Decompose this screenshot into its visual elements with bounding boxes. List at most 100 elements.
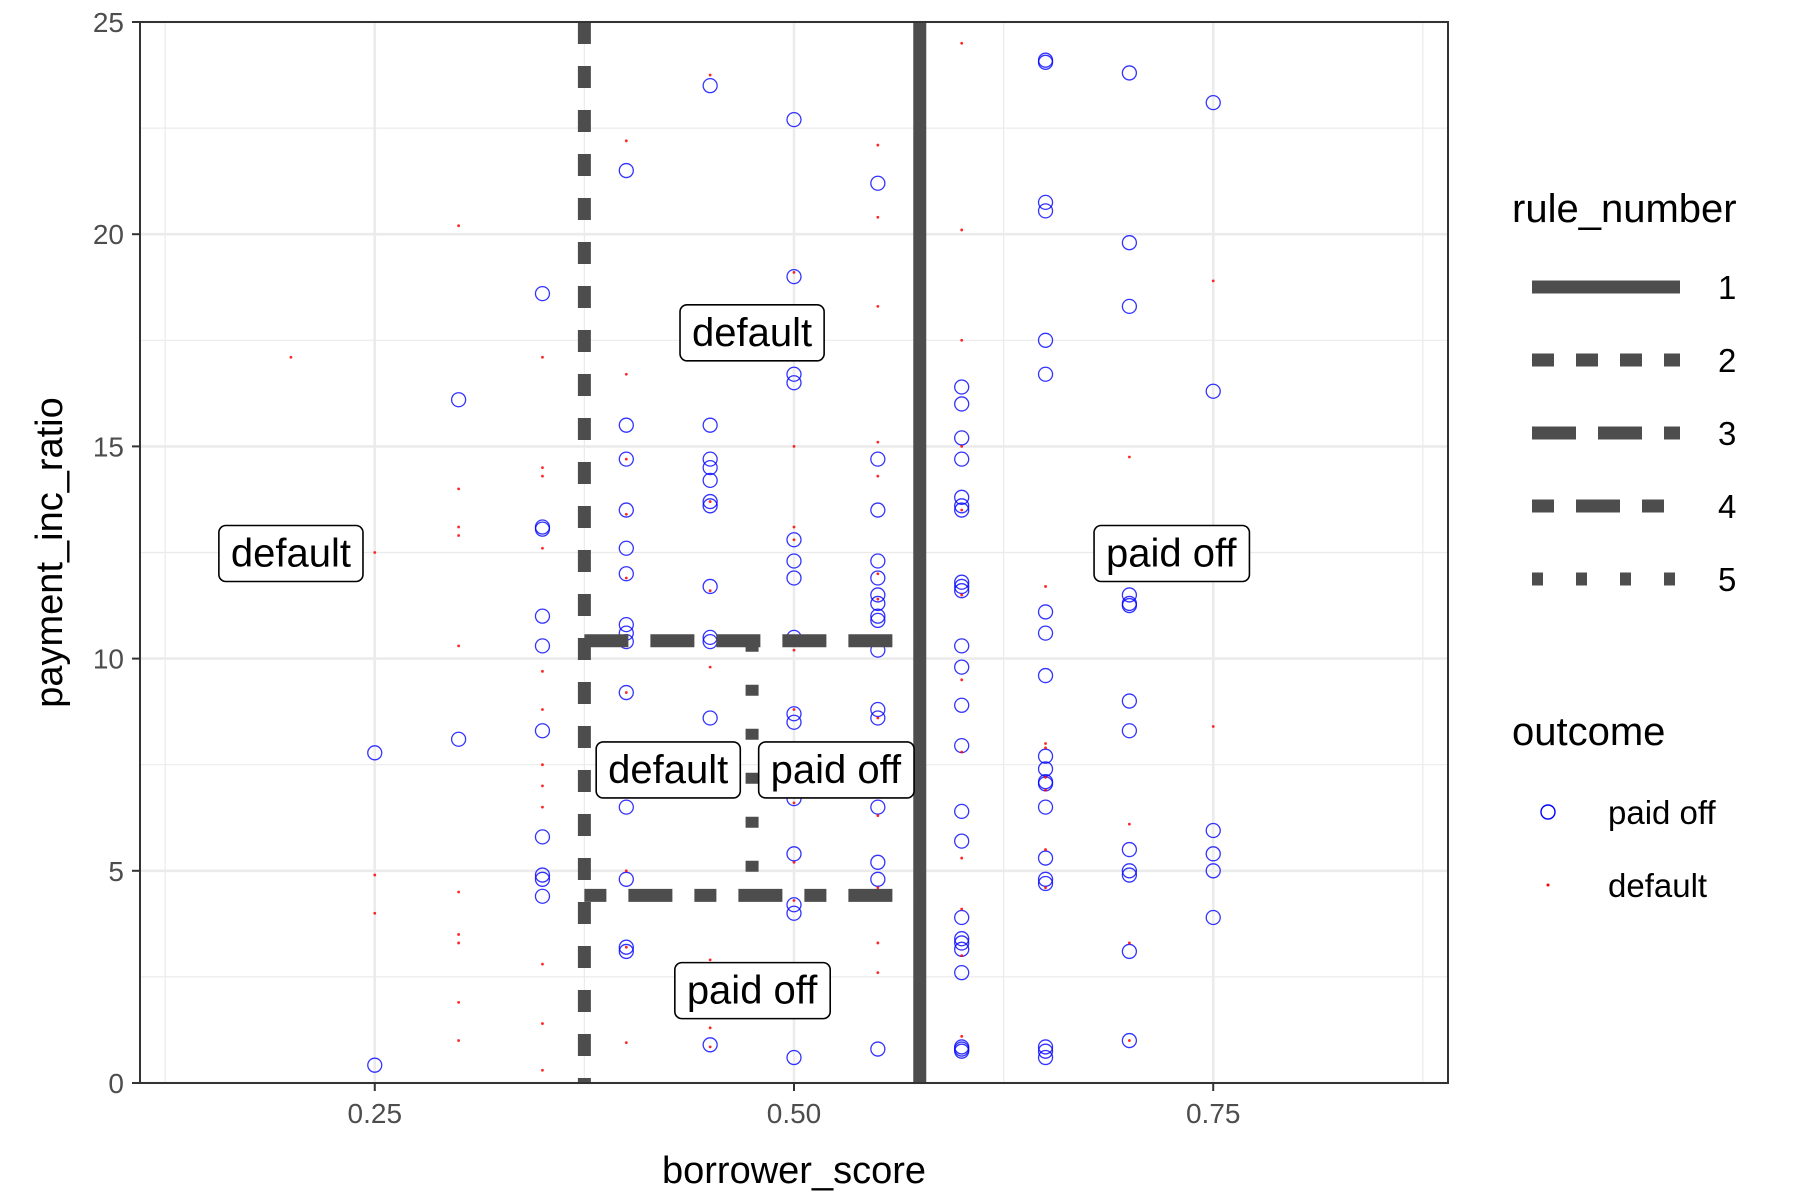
paid-off-point [618, 616, 634, 633]
outcome-legend-label: paid off [1608, 794, 1716, 831]
paid-off-point [1037, 625, 1054, 641]
default-point [1127, 1039, 1131, 1042]
paid-off-point [367, 745, 383, 761]
paid-off-point [954, 451, 970, 467]
default-point [541, 1068, 544, 1072]
region-label-box [757, 741, 915, 799]
y-tick-label: 15 [93, 431, 124, 462]
paid-off-point [870, 595, 886, 612]
region-label-text: default [608, 748, 728, 792]
paid-off-point [702, 493, 718, 510]
paid-off-point [954, 965, 970, 981]
default-point [960, 41, 964, 45]
default-point [457, 534, 461, 537]
paid-off-point [1037, 799, 1054, 815]
paid-off-point [618, 799, 634, 815]
paid-off-point [1121, 298, 1138, 314]
paid-off-point [870, 799, 886, 815]
x-tick-label: 0.75 [1186, 1098, 1241, 1129]
x-tick-label: 0.25 [348, 1098, 403, 1129]
paid-off-point [870, 612, 886, 629]
default-point [792, 270, 796, 274]
default-point [876, 215, 880, 219]
default-point [792, 899, 796, 902]
default-point [708, 1045, 712, 1049]
region-labels: default paid off default paid off default pai… [218, 304, 1251, 1020]
default-point [960, 228, 964, 232]
y-tick-label: 10 [93, 644, 124, 675]
default-point [541, 546, 544, 550]
paid-off-point [870, 710, 886, 726]
region-label: paid off [674, 961, 832, 1020]
rule-legend-title: rule_number [1512, 187, 1737, 231]
default-point [541, 355, 544, 359]
default-point [1127, 455, 1131, 459]
region-label-text: default [692, 311, 812, 355]
paid-off-point [786, 1049, 802, 1066]
outcome-legend-title: outcome [1512, 710, 1665, 754]
default-point [624, 372, 628, 376]
paid-off-point [1121, 587, 1138, 603]
paid-off-point [1037, 667, 1054, 684]
default-point [792, 708, 796, 711]
default-point [792, 445, 796, 448]
paid-off-point [1121, 65, 1138, 81]
paid-off-point [1037, 1043, 1054, 1059]
default-point [792, 538, 796, 542]
default-point [1044, 848, 1047, 851]
default-point [792, 525, 796, 529]
paid-off-point [954, 697, 970, 713]
region-label-text: paid off [687, 969, 818, 1013]
paid-off-point [1121, 597, 1138, 614]
paid-off-point [534, 723, 551, 739]
default-point [960, 508, 964, 512]
paid-off-point [1205, 846, 1221, 862]
x-tick-label: 0.50 [767, 1098, 822, 1129]
paid-off-point [954, 931, 970, 947]
paid-off-point [870, 871, 886, 887]
paid-off-point [1037, 748, 1054, 764]
default-point [541, 784, 544, 788]
region-label-box [1093, 524, 1251, 583]
paid-off-point [954, 489, 970, 505]
paid-off-point [702, 1037, 718, 1053]
paid-off-point [1037, 761, 1054, 777]
rule-legend-label: 1 [1718, 269, 1736, 306]
paid-off-point [786, 553, 802, 569]
region-label: paid off [757, 741, 915, 799]
default-point [289, 355, 293, 359]
default-point [960, 445, 964, 448]
paid-off-point [954, 737, 970, 754]
paid-off-point [702, 472, 718, 489]
default-point [541, 805, 544, 809]
region-label-text: paid off [1106, 532, 1237, 576]
paid-off-point [534, 608, 551, 624]
default-point [960, 1034, 964, 1038]
default-point [960, 593, 964, 597]
paid-off-point [954, 1043, 970, 1059]
default-point [1044, 886, 1047, 890]
paid-off-point [450, 731, 467, 747]
paid-off-point [954, 659, 970, 675]
default-point [373, 551, 377, 554]
paid-off-point [786, 905, 802, 921]
paid-off-point [702, 498, 718, 514]
default-point [457, 487, 461, 491]
region-label: default [595, 741, 742, 799]
paid-off-point [786, 714, 802, 730]
outcome-legend-label: default [1608, 867, 1707, 904]
default-point [624, 869, 628, 873]
paid-off-point [786, 268, 802, 285]
paid-off-point [1121, 841, 1138, 858]
default-point [876, 143, 880, 147]
paid-off-point [534, 871, 551, 887]
axes: 0.25 0.50 0.75 0 5 10 15 20 25 [93, 7, 1241, 1129]
default-point [1127, 822, 1131, 826]
default-point [373, 911, 377, 915]
rule-lines [577, 22, 927, 1083]
paid-off-point [1037, 604, 1054, 620]
default-point [876, 941, 880, 945]
paid-off-point [1037, 194, 1054, 211]
paid-off-point [1037, 366, 1054, 382]
paid-off-point [1037, 1049, 1054, 1066]
